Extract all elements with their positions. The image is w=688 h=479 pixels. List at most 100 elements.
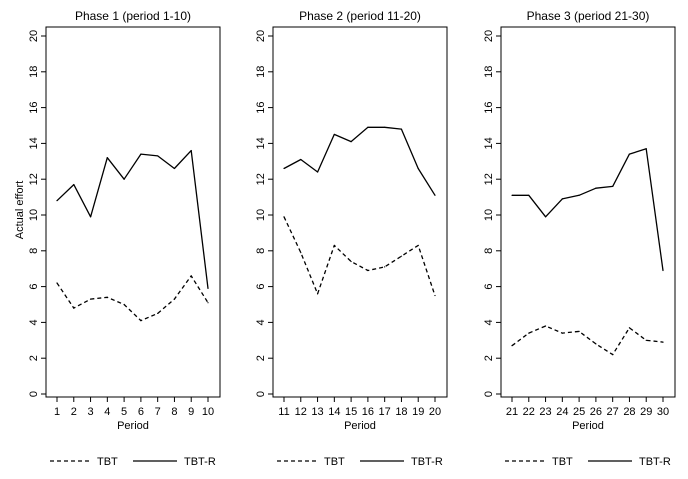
x-tick-label: 30	[657, 406, 669, 418]
data-point-tbt-r	[333, 133, 335, 136]
data-point-tbt	[561, 332, 563, 334]
x-tick-label: 18	[395, 406, 407, 418]
data-point-tbt	[123, 303, 125, 306]
data-point-tbt	[628, 327, 631, 329]
x-tick-label: 9	[188, 406, 194, 418]
data-point-tbt	[367, 269, 369, 272]
y-tick-label: 4	[255, 319, 267, 325]
data-point-tbt	[106, 296, 108, 298]
plot-frame	[272, 26, 448, 398]
data-point-tbt	[300, 251, 302, 254]
y-tick-label: 4	[28, 319, 40, 325]
y-tick-label: 18	[255, 66, 267, 78]
data-point-tbt-r	[384, 126, 386, 128]
data-point-tbt-r	[628, 153, 631, 155]
x-axis-title: Period	[572, 420, 604, 432]
data-point-tbt-r	[207, 287, 209, 289]
data-point-tbt-r	[645, 148, 647, 150]
x-tick-label: 11	[278, 406, 289, 418]
x-tick-label: 12	[295, 406, 307, 418]
data-point-tbt-r	[123, 178, 125, 180]
series-line-tbt-r	[56, 149, 209, 289]
legend-label-tbt-r: TBT-R	[411, 456, 443, 468]
data-point-tbt-r	[434, 194, 436, 196]
x-tick-label: 14	[328, 406, 340, 418]
y-tick-label: 12	[28, 173, 40, 185]
data-point-tbt	[400, 255, 403, 257]
data-point-tbt	[662, 341, 664, 343]
data-point-tbt	[89, 298, 92, 300]
data-point-tbt	[190, 275, 192, 277]
y-tick-label: 20	[255, 30, 267, 42]
y-tick-label: 18	[28, 66, 40, 78]
x-tick-label: 28	[623, 406, 635, 418]
data-point-tbt	[434, 294, 436, 297]
x-tick-label: 23	[539, 406, 551, 418]
series-line-tbt	[283, 216, 436, 296]
data-point-tbt	[528, 332, 530, 334]
data-point-tbt	[645, 339, 647, 341]
chart-title: Phase 2 (period 11-20)	[299, 9, 421, 23]
data-point-tbt	[157, 312, 159, 315]
legend: TBT TBT-R	[50, 456, 216, 468]
x-tick-label: 15	[345, 406, 357, 418]
x-tick-label: 13	[311, 406, 323, 418]
y-tick-label: 16	[28, 101, 40, 113]
data-point-tbt-r	[578, 194, 580, 196]
data-point-tbt-r	[400, 128, 403, 130]
data-point-tbt	[56, 282, 58, 284]
y-tick-label: 12	[483, 173, 495, 185]
data-point-tbt	[173, 298, 176, 300]
data-point-tbt-r	[561, 198, 563, 200]
y-tick-label: 12	[255, 173, 267, 185]
chart-title: Phase 3 (period 21-30)	[527, 9, 650, 23]
y-tick-label: 18	[483, 66, 495, 78]
data-point-tbt-r	[528, 194, 530, 196]
plot-frame	[500, 26, 676, 398]
data-point-tbt-r	[106, 157, 108, 159]
y-tick-label: 2	[483, 355, 495, 361]
data-point-tbt-r	[417, 167, 419, 170]
data-point-tbt	[384, 266, 386, 268]
data-point-tbt	[595, 343, 597, 345]
y-tick-label: 10	[28, 209, 40, 221]
y-tick-label: 8	[255, 248, 267, 254]
y-tick-label: 2	[255, 355, 267, 361]
data-point-tbt-r	[300, 158, 302, 161]
x-tick-label: 24	[556, 406, 568, 418]
legend: TBT TBT-R	[505, 456, 671, 468]
data-point-tbt-r	[350, 141, 352, 143]
y-tick-label: 20	[483, 30, 495, 42]
y-tick-label: 0	[255, 391, 267, 397]
data-point-tbt-r	[140, 153, 142, 155]
data-point-tbt	[333, 244, 335, 247]
data-point-tbt	[207, 302, 209, 304]
legend-label-tbt-r: TBT-R	[639, 456, 671, 468]
x-tick-label: 8	[171, 406, 177, 418]
data-point-tbt	[73, 307, 75, 309]
legend-label-tbt: TBT	[552, 456, 573, 468]
x-tick-label: 5	[121, 406, 127, 418]
x-tick-label: 26	[590, 406, 602, 418]
data-point-tbt	[544, 325, 547, 327]
y-axis-title: Actual effort	[14, 181, 26, 240]
x-tick-label: 3	[87, 406, 93, 418]
x-tick-label: 4	[104, 406, 110, 418]
chart-panel-3: Phase 3 (period 21-30)024681012141618202…	[483, 9, 676, 468]
x-tick-label: 7	[155, 406, 161, 418]
y-tick-label: 16	[255, 101, 267, 113]
chart-title: Phase 1 (period 1-10)	[75, 9, 191, 23]
y-tick-label: 8	[28, 248, 40, 254]
x-tick-label: 16	[362, 406, 374, 418]
x-tick-label: 10	[202, 406, 214, 418]
data-point-tbt-r	[595, 187, 597, 189]
y-tick-label: 0	[483, 391, 495, 397]
y-tick-label: 6	[255, 284, 267, 290]
data-point-tbt	[283, 216, 285, 218]
chart-panel-2: Phase 2 (period 11-20) 0 2 4 6 8 10 12 14 16 18 20 1…	[255, 9, 448, 468]
series-line-tbt	[511, 325, 664, 356]
x-tick-label: 21	[506, 406, 518, 418]
plot-frame	[45, 26, 221, 398]
